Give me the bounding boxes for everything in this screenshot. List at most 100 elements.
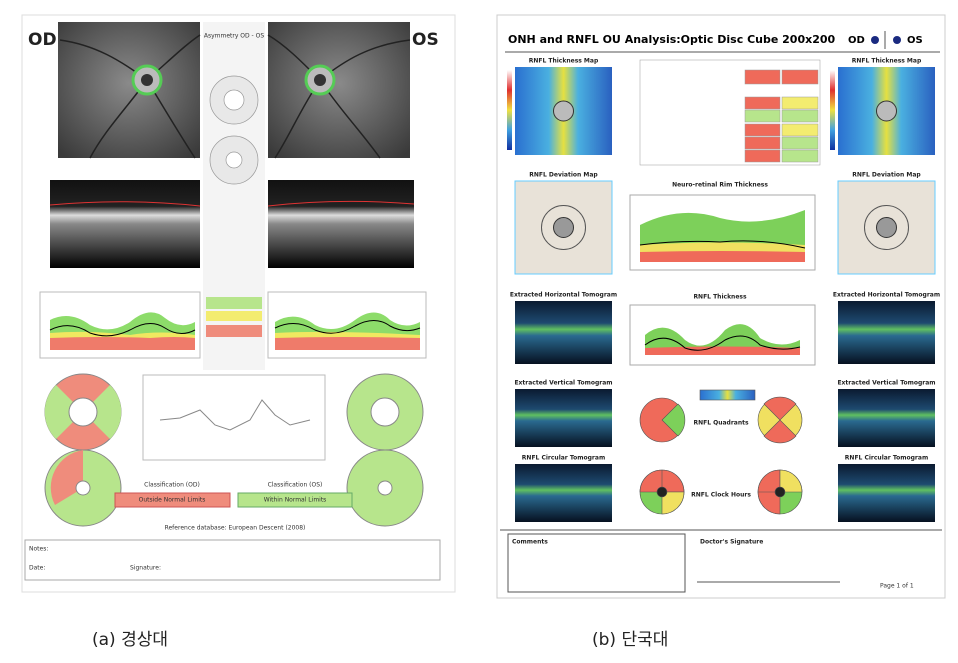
page-label: Page 1 of 1	[880, 583, 914, 590]
reference: Reference database: European Descent (20…	[165, 525, 306, 532]
shape	[744, 149, 781, 163]
os-dot	[893, 36, 901, 44]
tsnit-os	[267, 291, 427, 359]
shape	[781, 96, 819, 110]
shape	[774, 486, 786, 498]
shape	[644, 335, 801, 351]
shape	[159, 399, 311, 431]
shape	[206, 311, 262, 321]
color-scale	[830, 70, 835, 150]
tsnit-od	[39, 291, 201, 359]
panel-title: Extracted Vertical Tomogram	[837, 380, 935, 387]
shape	[75, 480, 91, 496]
notes-label: Notes:	[29, 546, 48, 553]
shape	[377, 480, 393, 496]
od-dot	[871, 36, 879, 44]
shape	[744, 123, 781, 137]
shape	[639, 240, 806, 249]
shape	[274, 320, 421, 334]
tomogram	[838, 464, 935, 522]
shape	[699, 389, 756, 401]
tomogram	[838, 389, 935, 447]
center-panel-title: Neuro-retinal Rim Thickness	[672, 182, 768, 189]
signature-label: Signature:	[130, 565, 161, 572]
shape	[275, 337, 420, 350]
fundus-os	[267, 22, 411, 159]
caption: (a) 경상대	[92, 630, 168, 650]
tomogram	[838, 301, 935, 364]
shape	[781, 149, 819, 163]
date-label: Date:	[29, 565, 45, 572]
shape	[267, 34, 411, 159]
classification-od: Classification (OD)	[144, 482, 200, 489]
shape	[744, 96, 781, 110]
normative-legend	[206, 297, 262, 337]
os-label-b: OS	[907, 35, 923, 46]
asymmetry-label: Asymmetry OD - OS	[204, 33, 264, 40]
bscan-od	[50, 180, 200, 268]
disc	[864, 205, 909, 250]
comments-label: Comments	[512, 539, 548, 546]
sector-os	[346, 373, 424, 527]
notes-box	[24, 539, 441, 581]
shape	[744, 109, 781, 123]
od-result: Outside Normal Limits	[139, 497, 206, 504]
shape	[68, 397, 98, 427]
tomogram	[515, 389, 612, 447]
shape	[314, 74, 326, 86]
shape	[781, 69, 819, 85]
shape	[223, 89, 245, 111]
shape	[206, 325, 262, 337]
side-panels-od: RNFL Thickness Map RNFL Deviation Map Extr…	[507, 58, 617, 522]
tomogram	[515, 301, 612, 364]
shape	[781, 109, 819, 123]
bscan-os	[268, 180, 414, 268]
rim-graph	[629, 194, 816, 271]
panel-title: RNFL Deviation Map	[852, 172, 921, 179]
shape	[656, 486, 668, 498]
center-panel-title: RNFL Quadrants	[693, 420, 749, 427]
disc	[553, 217, 574, 238]
shape	[50, 450, 83, 505]
shape	[49, 323, 196, 337]
panel-title: Extracted Horizontal Tomogram	[510, 292, 617, 299]
panel-title: RNFL Circular Tomogram	[845, 455, 928, 462]
panel-title: Extracted Vertical Tomogram	[514, 380, 612, 387]
shape	[268, 22, 410, 158]
center-panel-title: RNFL Clock Hours	[691, 492, 751, 499]
comments-box	[507, 533, 686, 593]
shape	[744, 69, 781, 85]
caption: (b) 단국대	[592, 630, 668, 650]
shape	[370, 397, 400, 427]
shape	[779, 469, 803, 493]
asymmetry-graph	[142, 374, 326, 461]
shape	[206, 297, 262, 309]
shape	[639, 469, 685, 493]
shape	[49, 200, 415, 207]
shape	[763, 396, 797, 444]
shape	[661, 491, 685, 515]
disc	[541, 205, 586, 250]
shape	[50, 337, 195, 350]
panel-title: RNFL Circular Tomogram	[522, 455, 605, 462]
shape	[59, 34, 201, 159]
color-scale	[507, 70, 512, 150]
shape	[781, 136, 819, 150]
parameter-table	[639, 59, 821, 166]
shape	[640, 251, 805, 262]
classification-os: Classification (OS)	[268, 482, 323, 489]
os-label: OS	[412, 30, 439, 50]
shape	[781, 123, 819, 137]
shape	[141, 74, 153, 86]
asymmetry-circles	[209, 75, 259, 185]
center-panel-title: RNFL Thickness	[693, 294, 747, 301]
disc	[876, 217, 897, 238]
od-label-b: OD	[848, 35, 865, 46]
side-panels-os: RNFL Thickness Map RNFL Deviation Map Extr…	[830, 58, 940, 522]
shape	[58, 22, 200, 158]
panel-title: RNFL Thickness Map	[852, 58, 922, 65]
sector-od	[44, 373, 122, 527]
shape	[757, 469, 781, 515]
quadrants	[639, 389, 803, 444]
